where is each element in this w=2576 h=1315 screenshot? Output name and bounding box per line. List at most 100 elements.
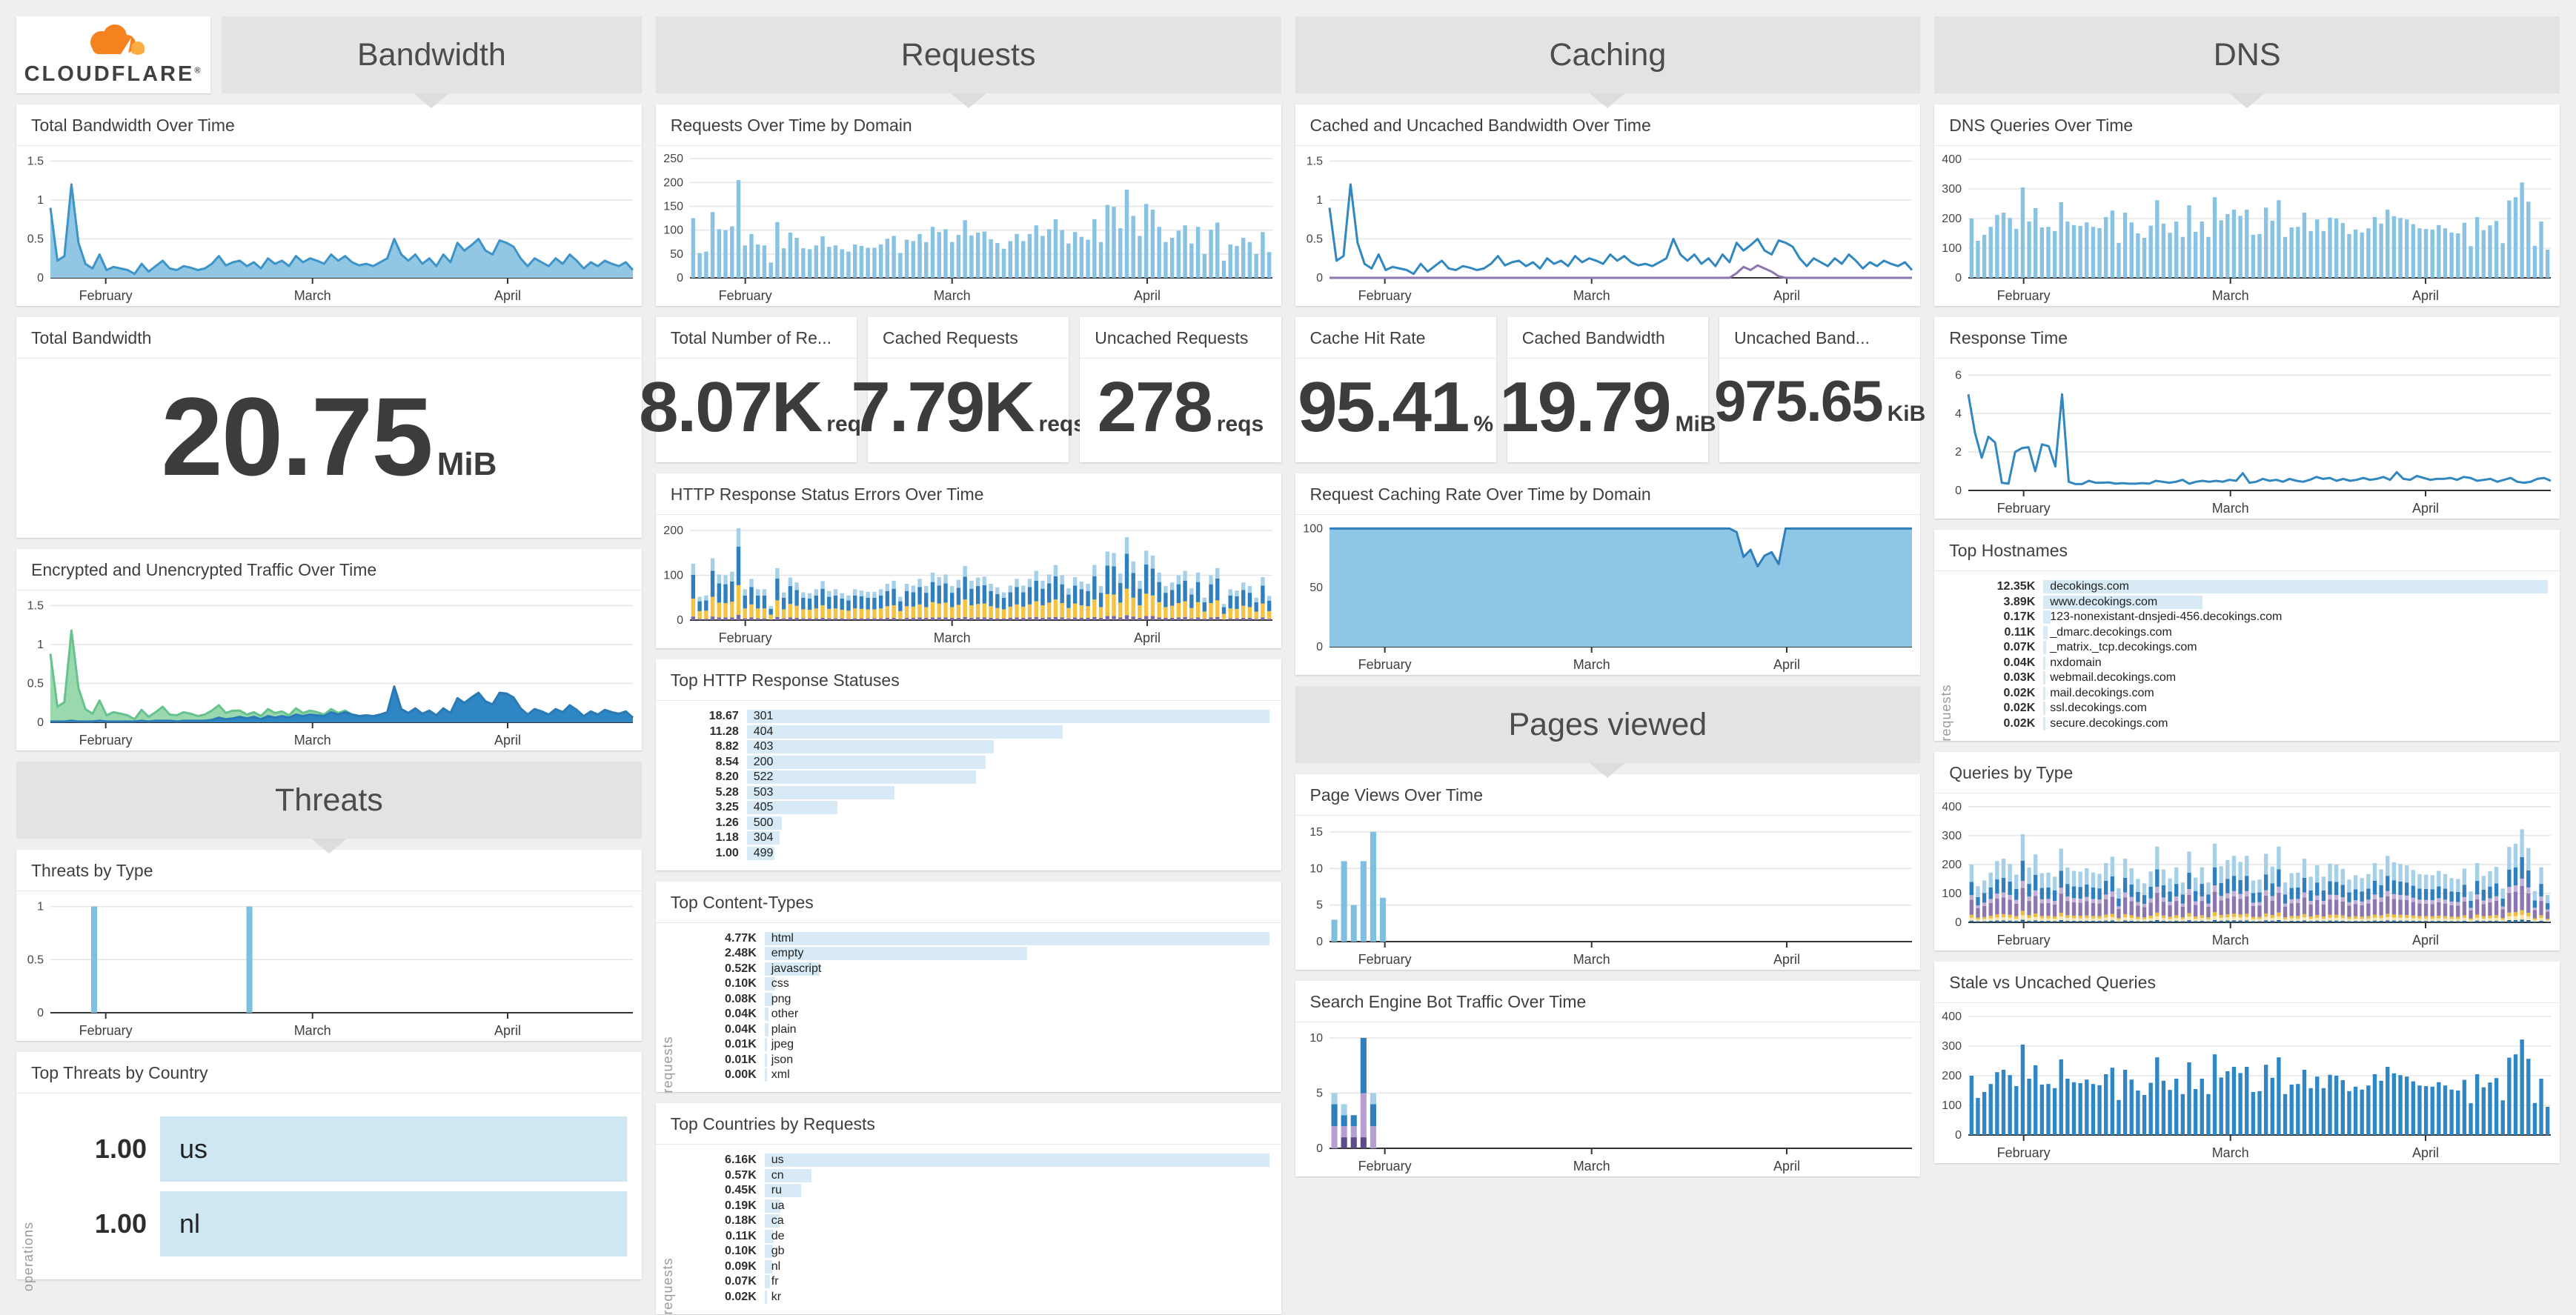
bar-fill bbox=[764, 962, 820, 976]
svg-text:April: April bbox=[1773, 288, 1800, 303]
svg-text:March: March bbox=[1573, 288, 1610, 303]
stat-unit: % bbox=[1473, 412, 1494, 436]
list-row[interactable]: 0.04K nxdomain bbox=[1967, 656, 2548, 670]
list-row[interactable]: 0.11K de bbox=[688, 1229, 1269, 1243]
bar-fill bbox=[2043, 686, 2046, 700]
card-title: Top HTTP Response Statuses bbox=[655, 659, 1281, 701]
row-bar: 200 bbox=[746, 755, 1269, 769]
cloudflare-logo: CLOUDFLARE® bbox=[16, 16, 210, 93]
section-title: Bandwidth bbox=[356, 36, 506, 73]
list-row[interactable]: 0.01K json bbox=[688, 1053, 1269, 1067]
svg-text:April: April bbox=[2412, 501, 2439, 516]
list-row[interactable]: 11.28 404 bbox=[671, 725, 1269, 739]
svg-text:1.5: 1.5 bbox=[27, 155, 44, 167]
list-row[interactable]: 0.01K jpeg bbox=[688, 1038, 1269, 1052]
list-row[interactable]: 0.04K plain bbox=[688, 1022, 1269, 1036]
section-title: Threats bbox=[274, 782, 383, 818]
card-top-http-statuses: Top HTTP Response Statuses 18.67 301 11.28… bbox=[655, 659, 1281, 870]
list-row[interactable]: 0.03K webmail.decokings.com bbox=[1967, 671, 2548, 685]
list-row[interactable]: 0.57K cn bbox=[688, 1168, 1269, 1182]
list-row[interactable]: 0.07K fr bbox=[688, 1275, 1269, 1289]
list-row[interactable]: 2.48K empty bbox=[688, 947, 1269, 961]
list-row[interactable]: 0.52K javascript bbox=[688, 962, 1269, 976]
bandwidth-header-row: CLOUDFLARE® Bandwidth bbox=[16, 16, 642, 93]
list-row[interactable]: 0.10K css bbox=[688, 977, 1269, 991]
bar-fill bbox=[746, 770, 977, 784]
list-row[interactable]: 0.17K 123-nonexistant-dnsjedi-456.decokin… bbox=[1967, 610, 2548, 625]
list-row[interactable]: 0.10K gb bbox=[688, 1245, 1269, 1259]
card-uncached-requests-stat: Uncached Requests 278 reqs bbox=[1080, 317, 1281, 462]
row-value: 8.82 bbox=[715, 740, 739, 753]
svg-text:March: March bbox=[294, 288, 331, 303]
list-row[interactable]: 0.07K _matrix._tcp.decokings.com bbox=[1967, 641, 2548, 655]
svg-text:2: 2 bbox=[1955, 446, 1962, 459]
bar-fill bbox=[764, 977, 776, 991]
list-row[interactable]: 4.77K html bbox=[688, 931, 1269, 945]
list-row[interactable]: 0.11K _dmarc.decokings.com bbox=[1967, 625, 2548, 639]
list-row[interactable]: 1.00 499 bbox=[671, 846, 1269, 860]
card-top-content-types: Top Content-Types requests 4.77K html 2.48… bbox=[655, 881, 1281, 1093]
page-views-bar-chart: 0 5 10 15 February March April bbox=[1295, 816, 1921, 970]
row-label: plain bbox=[771, 1022, 797, 1036]
bar-fill bbox=[746, 725, 1063, 739]
list-row[interactable]: 12.35K decokings.com bbox=[1967, 580, 2548, 594]
list-row[interactable]: 1.26 500 bbox=[671, 816, 1269, 830]
row-value: 1.00 bbox=[94, 1133, 147, 1164]
list-row[interactable]: 0.02K secure.decokings.com bbox=[1967, 716, 2548, 730]
card-title: Total Bandwidth bbox=[16, 317, 642, 359]
svg-text:0: 0 bbox=[1316, 641, 1323, 653]
card-top-hostnames: Top Hostnames requests 12.35K decokings.c… bbox=[1934, 530, 2560, 742]
row-bar: 522 bbox=[746, 770, 1269, 784]
card-http-errors: HTTP Response Status Errors Over Time 0 1… bbox=[655, 473, 1281, 648]
stat-number: 20.75 bbox=[161, 374, 433, 499]
row-label: jpeg bbox=[771, 1038, 794, 1051]
row-bar: nl bbox=[764, 1259, 1269, 1274]
row-value: 3.89K bbox=[2003, 595, 2036, 608]
list-row[interactable]: 0.09K nl bbox=[688, 1259, 1269, 1274]
row-bar: png bbox=[764, 992, 1269, 1006]
row-label: empty bbox=[771, 947, 804, 959]
svg-text:March: March bbox=[933, 288, 970, 303]
bar-fill bbox=[764, 1168, 811, 1182]
list-row[interactable]: 0.08K png bbox=[688, 992, 1269, 1006]
svg-text:March: March bbox=[294, 1023, 331, 1038]
row-value: 0.45K bbox=[725, 1184, 757, 1196]
list-row[interactable]: 3.25 405 bbox=[671, 801, 1269, 815]
list-row[interactable]: 8.54 200 bbox=[671, 755, 1269, 769]
row-value: 0.52K bbox=[725, 962, 757, 975]
list-row[interactable]: 0.02K mail.decokings.com bbox=[1967, 686, 2548, 700]
list-row[interactable]: 1.00 nl bbox=[52, 1190, 627, 1258]
list-row[interactable]: 0.02K ssl.decokings.com bbox=[1967, 702, 2548, 716]
list-row[interactable]: 0.19K ua bbox=[688, 1199, 1269, 1213]
svg-text:1: 1 bbox=[37, 639, 44, 651]
row-bar: css bbox=[764, 977, 1269, 991]
list-row[interactable]: 3.89K www.decokings.com bbox=[1967, 595, 2548, 609]
list-row[interactable]: 1.18 304 bbox=[671, 831, 1269, 845]
svg-text:50: 50 bbox=[670, 248, 683, 261]
list-row[interactable]: 1.00 us bbox=[52, 1115, 627, 1183]
card-title: Stale vs Uncached Queries bbox=[1934, 962, 2560, 1003]
row-value: 1.00 bbox=[94, 1208, 147, 1239]
list-row[interactable]: 6.16K us bbox=[688, 1153, 1269, 1168]
svg-text:April: April bbox=[2412, 288, 2439, 303]
list-row[interactable]: 8.82 403 bbox=[671, 740, 1269, 754]
svg-text:February: February bbox=[1358, 288, 1411, 303]
list-row[interactable]: 0.04K other bbox=[688, 1008, 1269, 1022]
list-row[interactable]: 0.02K kr bbox=[688, 1290, 1269, 1304]
svg-text:April: April bbox=[1134, 630, 1161, 645]
list-row[interactable]: 0.00K xml bbox=[688, 1068, 1269, 1082]
list-row[interactable]: 0.45K ru bbox=[688, 1184, 1269, 1198]
row-bar: kr bbox=[764, 1290, 1269, 1304]
svg-text:February: February bbox=[79, 1023, 133, 1038]
card-stale-uncached-queries: Stale vs Uncached Queries 0 100 200 300 400 F… bbox=[1934, 961, 2560, 1163]
stat-number: 975.65 bbox=[1714, 368, 1884, 433]
card-total-bandwidth-over-time: Total Bandwidth Over Time 0 0.5 1 1.5 Februa… bbox=[16, 104, 642, 306]
list-row[interactable]: 8.20 522 bbox=[671, 770, 1269, 785]
card-encrypted-traffic: Encrypted and Unencrypted Traffic Over T… bbox=[16, 549, 642, 750]
total-bandwidth-value: 20.75 MiB bbox=[16, 359, 642, 538]
list-row[interactable]: 0.18K ca bbox=[688, 1214, 1269, 1228]
svg-text:400: 400 bbox=[1942, 1011, 1962, 1023]
row-bar: secure.decokings.com bbox=[2043, 716, 2548, 730]
list-row[interactable]: 18.67 301 bbox=[671, 710, 1269, 724]
list-row[interactable]: 5.28 503 bbox=[671, 785, 1269, 799]
